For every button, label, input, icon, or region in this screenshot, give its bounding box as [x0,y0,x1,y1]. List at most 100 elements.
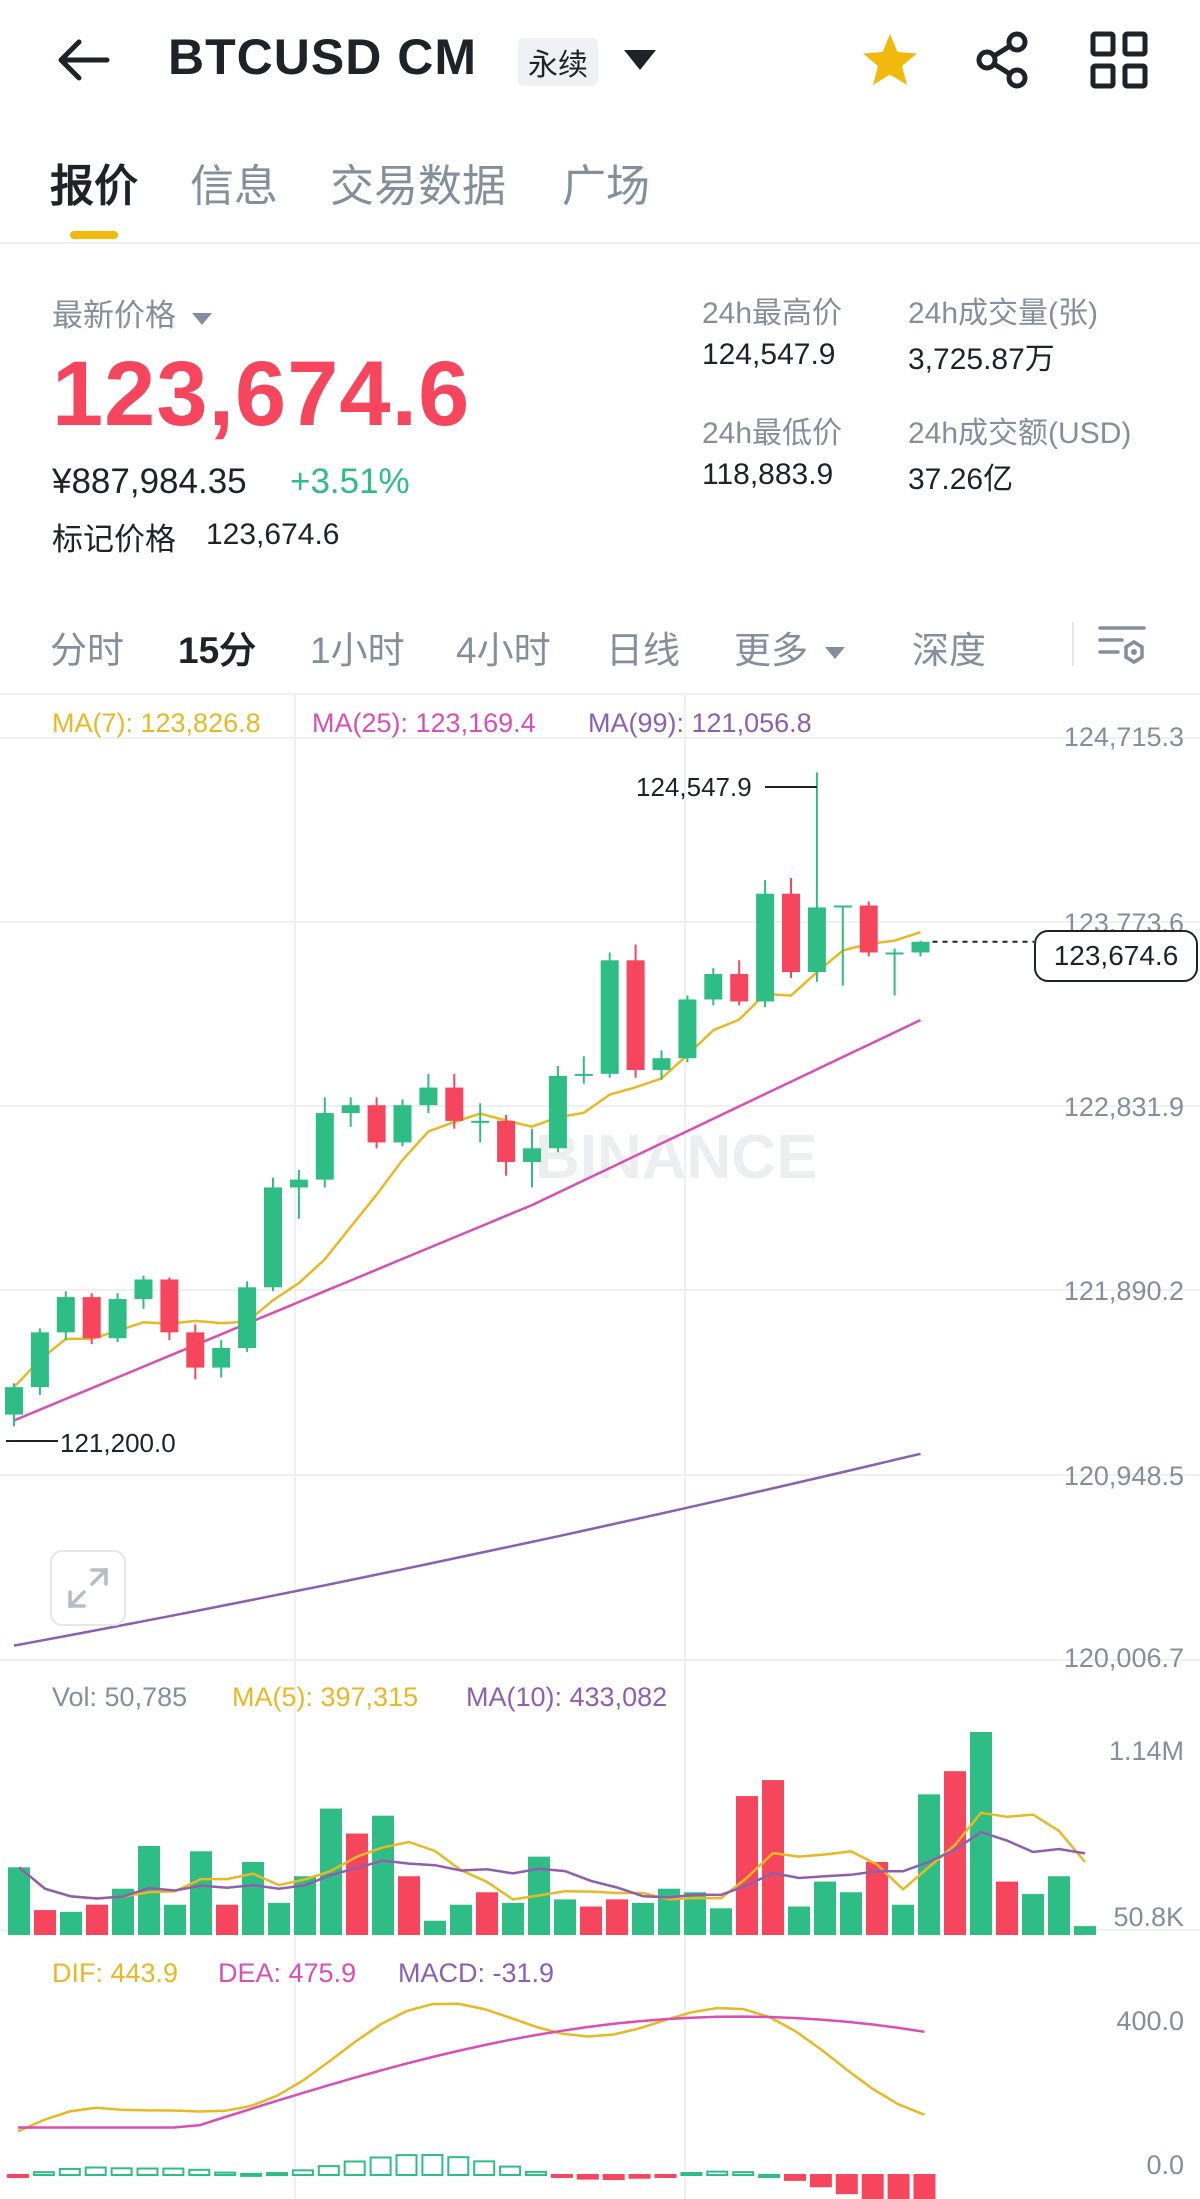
macd-histogram-bar [835,2174,858,2195]
volume-bar [346,1833,368,1935]
cny-price: ¥887,984.35 [52,462,247,501]
macd-histogram-bar [628,2174,651,2179]
volume-bar [1048,1876,1070,1935]
volume-bar [944,1771,966,1935]
expand-chart-button[interactable] [50,1550,126,1626]
macd-histogram-bar [913,2174,936,2199]
tab-quote[interactable]: 报价 [50,162,138,211]
active-tab-indicator [70,231,118,239]
symbol-title[interactable]: BTCUSD CM [168,29,477,85]
volume-y-tick: 50.8K [1113,1902,1184,1932]
macd-histogram-bar [291,2169,314,2176]
candle [315,1113,334,1180]
macd-histogram-bar [32,2171,55,2176]
chart-settings-icon[interactable] [1096,618,1148,670]
candle [30,1332,49,1388]
dif-line [17,2002,925,2133]
candle [289,1179,308,1188]
candle [756,893,775,1002]
macd-histogram-bar [110,2167,133,2177]
volume-bar [918,1794,940,1935]
interval-depth[interactable]: 深度 [912,630,986,671]
dea-legend: DEA: 475.9 [218,1958,357,1988]
macd-histogram-bar [421,2153,444,2176]
candle [238,1287,257,1349]
stat-value-24h-high: 124,547.9 [702,338,836,371]
tab-info[interactable]: 信息 [190,162,278,211]
stat-value-24h-turnover: 37.26亿 [908,463,1014,496]
y-tick-label: 124,715.3 [1063,722,1184,752]
volume-bar [112,1888,134,1935]
candle [56,1297,75,1333]
volume-bar [866,1861,888,1935]
ma25-line [13,1018,922,1422]
volume-bar [736,1796,758,1935]
candle [574,1073,593,1076]
volume-bar [476,1892,498,1935]
volume-bar [632,1902,654,1935]
y-tick-label: 122,831.9 [1063,1092,1184,1122]
stat-value-24h-low: 118,883.9 [702,458,834,491]
share-icon[interactable] [970,28,1036,92]
volume-y-tick: 1.14M [1108,1736,1184,1766]
volume-bar [450,1904,472,1935]
macd-histogram-bar [525,2170,547,2176]
interval-1d[interactable]: 日线 [606,630,680,671]
macd-histogram-bar [136,2167,159,2176]
stat-label-24h-volume: 24h成交量(张) [908,297,1099,330]
macd-histogram-bar [680,2171,703,2177]
expand-icon [68,1568,108,1608]
interval-more[interactable]: 更多 [734,620,846,674]
high-price-marker: 124,547.9 [636,772,752,802]
volume-bar [34,1910,56,1935]
volume-bar [294,1876,316,1935]
grid-menu-icon[interactable] [1086,28,1152,92]
macd-histogram-bar [550,2174,573,2178]
volume-bar [86,1904,108,1935]
y-tick-label: 120,948.5 [1063,1461,1184,1491]
change-percent: +3.51% [290,462,410,501]
tab-square[interactable]: 广场 [562,162,650,211]
star-icon[interactable] [858,30,922,90]
chevron-down-icon[interactable] [618,40,662,80]
interval-1h[interactable]: 1小时 [310,630,405,671]
macd-histogram-bar [602,2174,625,2181]
macd-histogram-bar [317,2165,340,2176]
last-price-label[interactable]: 最新价格 [52,290,213,335]
volume-bar [788,1906,810,1935]
volume-bar [60,1911,82,1935]
interval-15m[interactable]: 15分 [178,630,257,671]
candle [833,905,852,908]
caret-down-icon [191,313,212,325]
candle [393,1105,412,1143]
back-arrow-icon[interactable] [48,30,118,90]
top-bar: BTCUSD CM 永续 [0,0,1200,120]
volume-bar [554,1899,576,1935]
candle [5,1387,23,1415]
candle [523,1148,541,1162]
macd-histogram-bar [162,2167,185,2177]
current-price-tag[interactable]: 123,674.6 [1034,930,1198,982]
macd-histogram-bar [214,2171,237,2176]
macd-y-tick: 0.0 [1146,2150,1184,2180]
divider [1072,622,1074,666]
divider [0,693,1200,695]
volume-bar [372,1815,394,1935]
candle [134,1279,153,1300]
candle [108,1299,127,1339]
candle [160,1279,179,1333]
interval-4h[interactable]: 4小时 [456,630,551,671]
volume-bar [710,1908,732,1935]
tab-trading-data[interactable]: 交易数据 [330,162,506,211]
macd-histogram-bar [447,2156,470,2176]
volume-bar [398,1876,420,1935]
vol-ma10-legend: MA(10): 433,082 [466,1682,668,1712]
interval-time-share[interactable]: 分时 [50,630,124,671]
last-price-label-text: 最新价格 [52,298,176,333]
candle [911,941,930,953]
volume-legend: Vol: 50,785 [52,1682,188,1712]
ma99-legend: MA(99): 121,056.8 [588,708,812,738]
stat-label-24h-high: 24h最高价 [702,297,843,330]
candle [341,1105,360,1114]
